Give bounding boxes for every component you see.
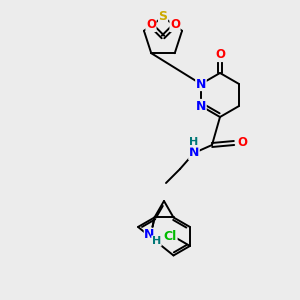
Text: N: N [144,229,155,242]
Text: Cl: Cl [164,230,177,244]
Text: H: H [189,137,199,147]
Text: N: N [196,77,206,91]
Text: N: N [196,100,206,112]
Text: O: O [237,136,247,149]
Text: S: S [158,11,167,23]
Text: N: N [189,146,199,160]
Text: O: O [170,19,180,32]
Text: H: H [152,236,161,246]
Text: O: O [146,19,156,32]
Text: O: O [215,49,225,62]
